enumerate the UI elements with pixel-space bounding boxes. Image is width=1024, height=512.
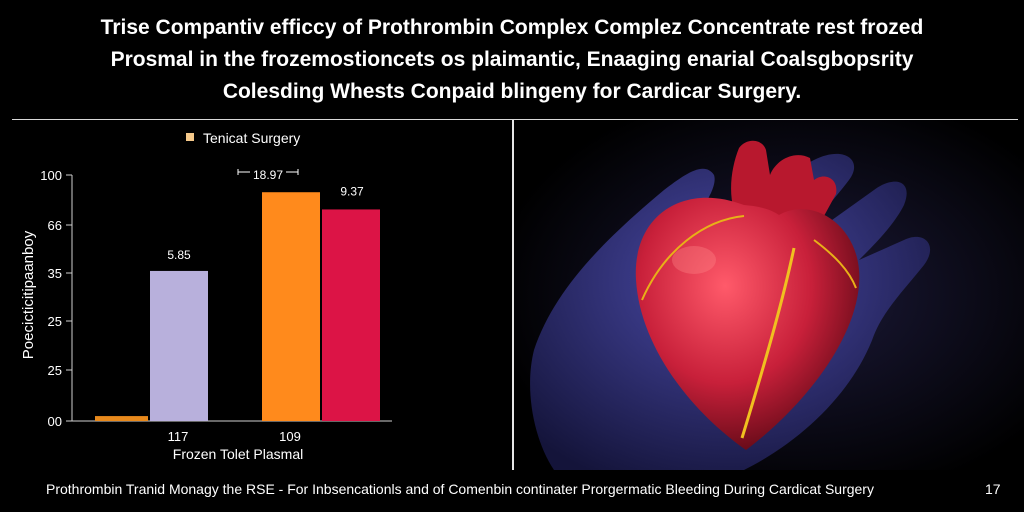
bar-chart: Tenicat Surgery Poecicticitipaanboy Froz… — [20, 130, 392, 462]
bar-value-label: 9.37 — [340, 184, 364, 198]
footer-caption: Prothrombin Tranid Monagy the RSE - For … — [46, 481, 874, 497]
heart-illustration — [514, 120, 1024, 470]
value-bracket — [237, 169, 299, 175]
legend-swatch — [186, 133, 194, 141]
heart-in-hand-image — [514, 120, 1024, 470]
y-tick-label: 35 — [48, 266, 62, 281]
slide-title: Trise Compantiv efficcy of Prothrombin C… — [0, 12, 1024, 108]
title-line-1: Trise Compantiv efficcy of Prothrombin C… — [100, 16, 924, 39]
bars: 5.85 18.97 9.37 — [95, 168, 380, 421]
title-line-3: Colesding Whests Conpaid blingeny for Ca… — [222, 80, 802, 103]
y-tick-label: 00 — [48, 414, 62, 429]
y-tick-label: 100 — [40, 168, 62, 183]
page-number: 17 — [985, 481, 1001, 497]
header-divider — [12, 119, 1018, 120]
y-tick-label: 66 — [48, 218, 62, 233]
heart — [635, 140, 860, 450]
bar-chart-panel: Tenicat Surgery Poecicticitipaanboy Froz… — [0, 120, 512, 470]
x-group-label: 109 — [279, 429, 301, 444]
bar-value-label: 5.85 — [167, 248, 191, 262]
x-axis-label: Frozen Tolet Plasmal — [173, 446, 303, 462]
y-tick-label: 25 — [48, 314, 62, 329]
bar — [262, 192, 320, 421]
x-group-label: 117 — [168, 429, 189, 444]
legend-label: Tenicat Surgery — [203, 130, 300, 146]
bar — [95, 416, 148, 421]
y-axis-label: Poecicticitipaanboy — [20, 230, 37, 359]
bar-value-label: 18.97 — [253, 168, 283, 182]
x-group-labels: 117 109 — [168, 429, 301, 444]
title-line-2: Prosmal in the frozemostioncets os plaim… — [110, 48, 914, 71]
bar — [150, 270, 208, 421]
y-ticks: 100 66 35 25 25 00 — [40, 168, 72, 429]
y-tick-label: 25 — [48, 363, 62, 378]
bar — [322, 209, 380, 421]
panel-divider — [512, 120, 514, 470]
